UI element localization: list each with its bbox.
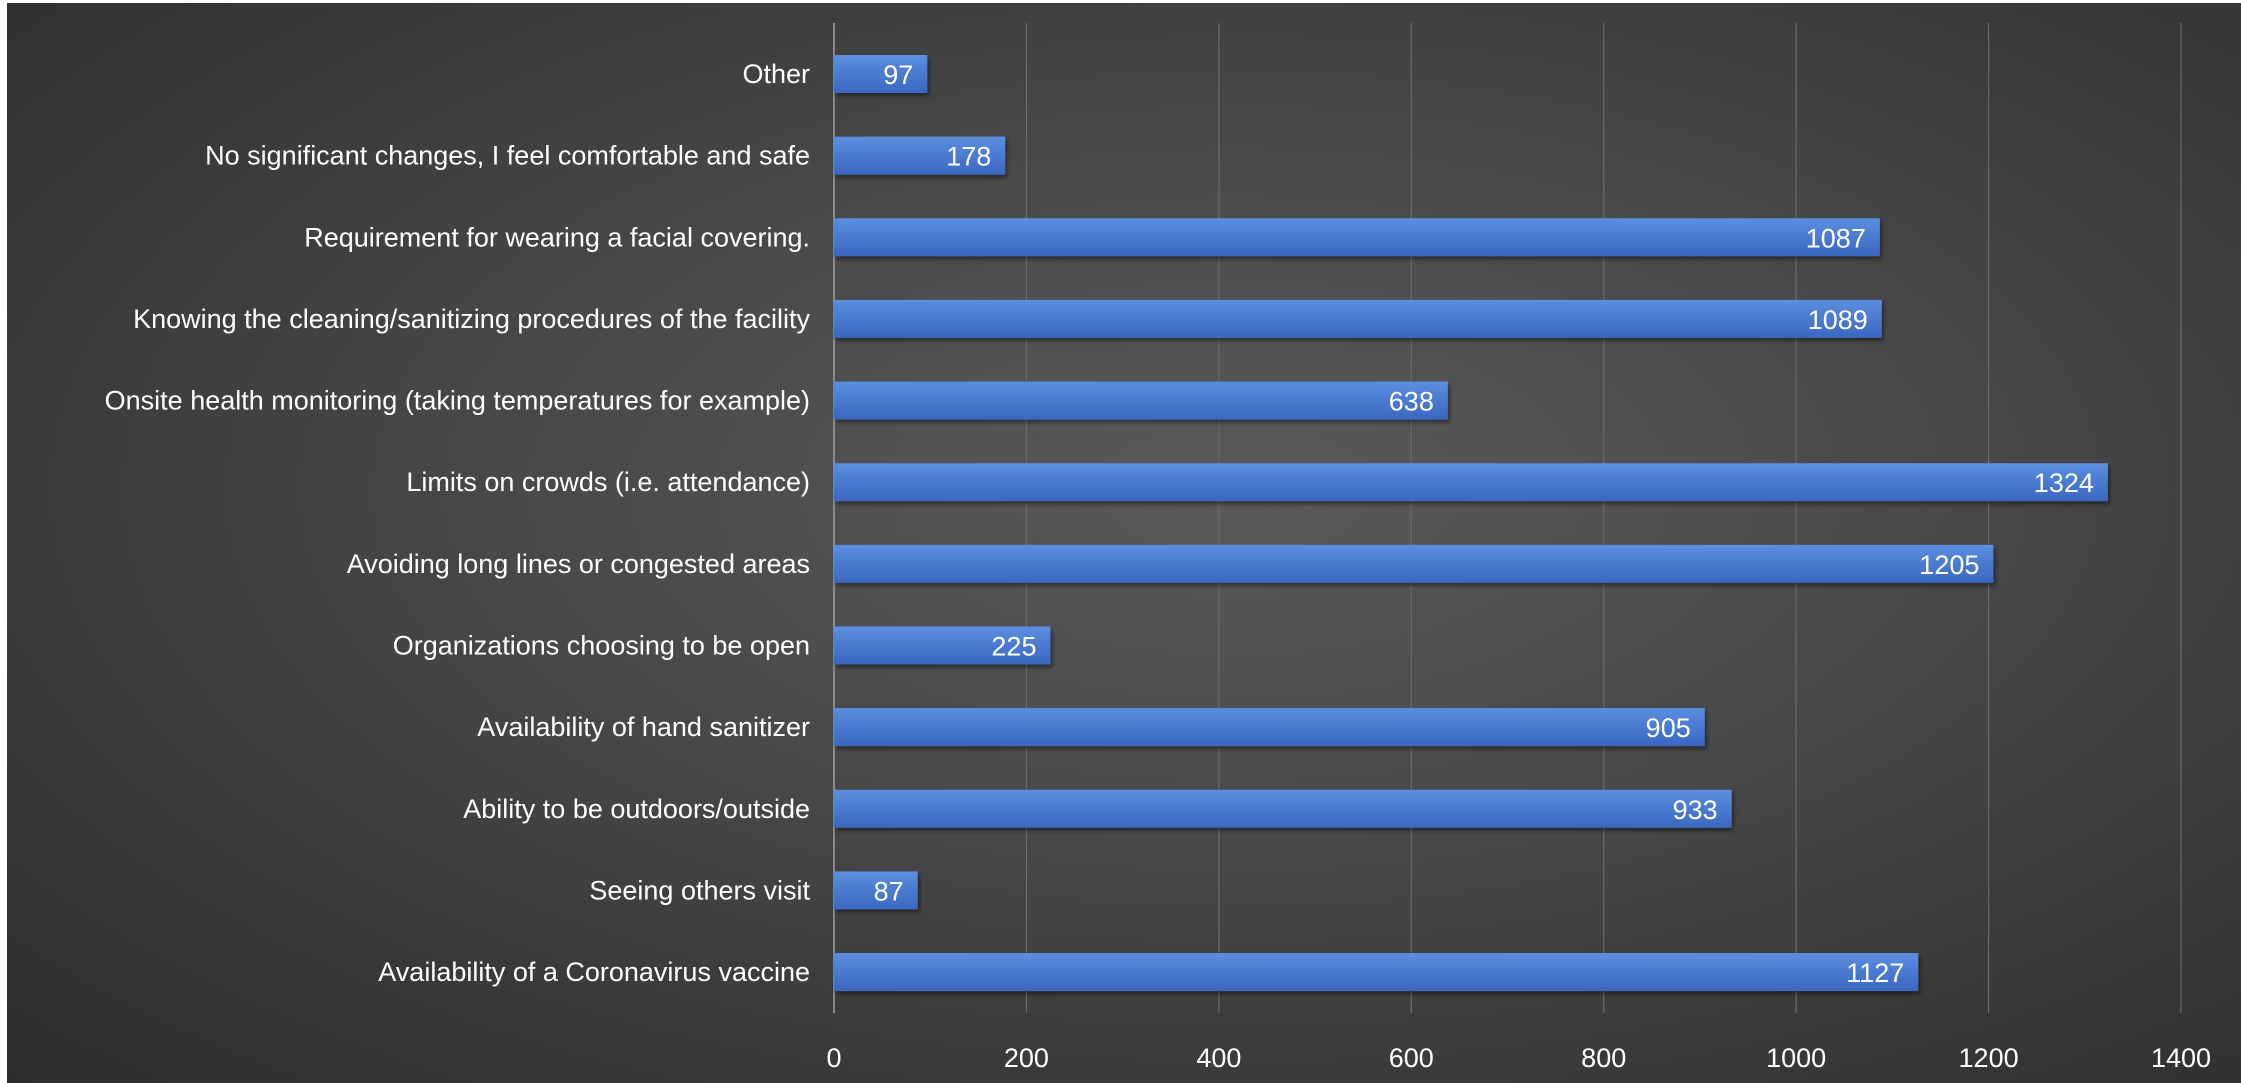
data-label: 1127: [1846, 958, 1904, 988]
bar: [834, 136, 1006, 175]
category-label: Limits on crowds (i.e. attendance): [406, 467, 810, 497]
bar: [834, 463, 2108, 502]
x-tick-label: 600: [1389, 1043, 1434, 1073]
bar: [834, 953, 1919, 992]
chart-container: Other No significant changes, I feel comf…: [7, 3, 2241, 1083]
data-label: 905: [1646, 713, 1691, 743]
category-label: Organizations choosing to be open: [393, 630, 810, 660]
data-label: 1089: [1808, 305, 1868, 335]
x-tick-label: 1000: [1766, 1043, 1826, 1073]
data-label: 933: [1673, 795, 1718, 825]
data-label: 1087: [1806, 223, 1866, 253]
data-label: 1205: [1919, 550, 1979, 580]
bars: [834, 55, 2108, 992]
bar: [834, 299, 1882, 338]
category-label: Other: [742, 59, 810, 89]
data-label: 225: [991, 631, 1036, 661]
x-tick-label: 400: [1196, 1043, 1241, 1073]
bar: [834, 55, 928, 93]
category-labels: Other No significant changes, I feel comf…: [105, 59, 811, 987]
x-tick-label: 1200: [1959, 1043, 2019, 1073]
category-label: No significant changes, I feel comfortab…: [205, 141, 810, 171]
bar: [834, 626, 1051, 665]
category-label: Ability to be outdoors/outside: [463, 794, 810, 824]
category-label: Availability of hand sanitizer: [477, 712, 810, 742]
category-label: Onsite health monitoring (taking tempera…: [105, 386, 810, 416]
bar: [834, 381, 1448, 420]
data-labels: 97 178 1087 1089 638 1324 1205 225 905 933 87 1127: [874, 60, 2094, 988]
category-label: Requirement for wearing a facial coverin…: [304, 222, 810, 252]
bar-chart: Other No significant changes, I feel comf…: [105, 23, 2211, 1073]
x-tick-label: 0: [826, 1043, 841, 1073]
category-label: Knowing the cleaning/sanitizing procedur…: [133, 304, 810, 334]
gridlines: [833, 23, 2182, 1013]
bar: [834, 789, 1732, 828]
bar: [834, 218, 1880, 257]
data-label: 1324: [2034, 468, 2094, 498]
bar: [834, 544, 1994, 583]
bar: [834, 708, 1705, 747]
data-label: 97: [883, 60, 913, 90]
x-tick-label: 200: [1004, 1043, 1049, 1073]
bar: [834, 871, 918, 910]
x-axis-tick-labels: 0 200 400 600 800 1000 1200 1400: [826, 1043, 2211, 1073]
category-label: Seeing others visit: [589, 875, 810, 905]
category-label: Availability of a Coronavirus vaccine: [378, 957, 810, 987]
x-tick-label: 800: [1581, 1043, 1626, 1073]
x-tick-label: 1400: [2151, 1043, 2211, 1073]
data-label: 178: [946, 142, 991, 172]
data-label: 87: [874, 876, 904, 906]
data-label: 638: [1389, 387, 1434, 417]
category-label: Avoiding long lines or congested areas: [347, 549, 810, 579]
